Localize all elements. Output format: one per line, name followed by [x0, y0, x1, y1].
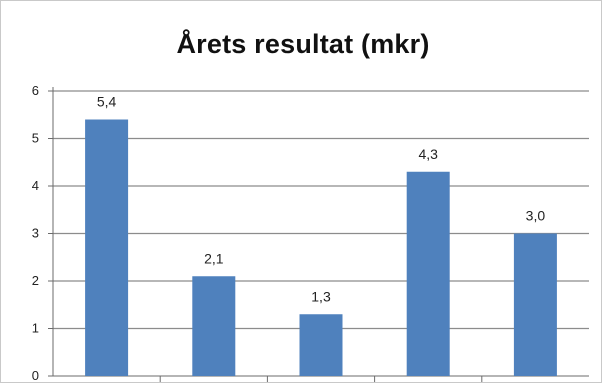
bar-1	[85, 119, 129, 376]
data-label-1: 5,4	[97, 94, 117, 110]
bar-5	[513, 233, 557, 376]
y-tick-label-0: 0	[32, 368, 39, 383]
y-tick-label-2: 2	[32, 273, 39, 288]
bar-4	[406, 171, 450, 376]
data-label-4: 4,3	[418, 146, 438, 162]
data-label-2: 2,1	[204, 250, 224, 266]
data-label-5: 3,0	[526, 208, 546, 224]
y-tick-label-6: 6	[32, 83, 39, 98]
y-tick-label-4: 4	[32, 178, 39, 193]
bar-3	[299, 314, 343, 376]
bar-2	[192, 276, 236, 376]
y-tick-label-1: 1	[32, 321, 39, 336]
data-label-3: 1,3	[311, 288, 331, 304]
y-tick-label-3: 3	[32, 226, 39, 241]
chart-title: Årets resultat (mkr)	[176, 29, 430, 59]
y-tick-label-5: 5	[32, 131, 39, 146]
